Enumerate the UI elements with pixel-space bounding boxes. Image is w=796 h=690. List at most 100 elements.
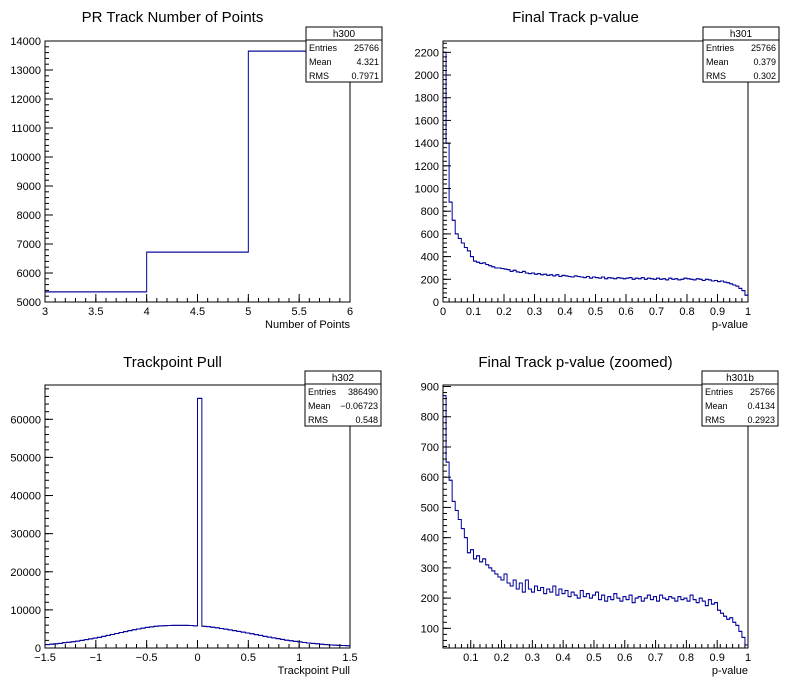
histogram-series <box>45 50 350 293</box>
stats-key: Entries <box>309 43 338 53</box>
y-tick-label: 200 <box>421 593 439 605</box>
y-tick-label: 1200 <box>415 161 439 173</box>
y-tick-label: 1800 <box>415 93 439 105</box>
x-tick-label: 0.3 <box>527 306 542 318</box>
stats-box: h301 Entries 25766 Mean 0.379 RMS 0.302 <box>702 26 780 83</box>
y-tick-label: 11000 <box>11 123 41 135</box>
chart-title: Final Track p-value <box>512 9 639 26</box>
y-tick-label: 300 <box>421 563 439 575</box>
x-tick-label: 0.4 <box>556 652 571 664</box>
x-tick-label: 0.5 <box>588 306 603 318</box>
y-tick-label: 14000 <box>10 36 41 48</box>
y-axis: 5000 6000 7000 8000 9000 10000 11000 12000 13000… <box>10 36 53 309</box>
x-axis-label: p-value <box>712 665 748 677</box>
x-tick-label: 0.2 <box>494 652 509 664</box>
stats-key: RMS <box>706 71 726 81</box>
x-tick-label: 0.7 <box>648 652 663 664</box>
y-tick-label: 2200 <box>415 47 439 59</box>
y-tick-label: 800 <box>421 412 439 424</box>
y-tick-label: 10000 <box>10 152 41 164</box>
y-tick-label: 9000 <box>17 181 41 193</box>
plot-frame <box>442 40 749 303</box>
y-tick-label: 6000 <box>17 268 41 280</box>
histogram-panel-1: PR Track Number of Points 3 3.5 4 4.5 5 5.5 6Nu… <box>10 9 383 331</box>
x-tick-label: 0.3 <box>525 652 540 664</box>
x-tick-label: 0.1 <box>466 306 481 318</box>
x-tick-label: 0.6 <box>618 306 633 318</box>
histogram-series <box>443 51 748 296</box>
x-tick-label: 0.9 <box>710 306 725 318</box>
stats-value: 25766 <box>354 43 379 53</box>
y-tick-label: 8000 <box>17 210 41 222</box>
x-tick-label: −1 <box>90 652 103 664</box>
stats-value: 25766 <box>751 43 776 53</box>
x-tick-label: 0.5 <box>586 652 601 664</box>
x-tick-label: 0.6 <box>617 652 632 664</box>
x-tick-label: 0.8 <box>679 652 694 664</box>
x-tick-label: 0.4 <box>557 306 572 318</box>
y-tick-label: 600 <box>421 472 439 484</box>
histogram-panel-2: Final Track p-value 0 0.1 0.2 0.3 0.4 0.5 0.6 0.… <box>415 9 780 331</box>
y-tick-label: 0 <box>433 297 439 309</box>
y-tick-label: 30000 <box>10 529 41 541</box>
x-tick-label: 0.5 <box>241 652 256 664</box>
stats-name: h301 <box>730 29 753 40</box>
stats-box-frame <box>701 370 779 427</box>
stats-value: 0.548 <box>355 415 378 425</box>
chart-title: PR Track Number of Points <box>82 9 264 26</box>
histogram-panel-3: Trackpoint Pull−1.5 −1 −0.5 0 0.5 1 1.5Trackpo… <box>10 354 382 677</box>
stats-value: 0.379 <box>753 57 776 67</box>
y-tick-label: 900 <box>421 382 439 394</box>
stats-key: Mean <box>309 57 332 67</box>
x-tick-label: 3 <box>42 306 48 318</box>
y-tick-label: 10000 <box>10 605 41 617</box>
plot-frame <box>44 40 351 303</box>
x-tick-label: 1 <box>745 306 751 318</box>
y-tick-label: 1600 <box>415 115 439 127</box>
x-tick-label: −0.5 <box>136 652 158 664</box>
stats-name: h301b <box>726 373 754 384</box>
stats-value: 0.2923 <box>747 415 775 425</box>
chart-title: Trackpoint Pull <box>123 354 222 371</box>
stats-key: Mean <box>308 401 331 411</box>
y-tick-label: 50000 <box>10 452 41 464</box>
y-tick-label: 20000 <box>10 567 41 579</box>
y-tick-label: 100 <box>421 623 439 635</box>
x-tick-label: 0 <box>440 306 446 318</box>
x-tick-label: 0.1 <box>463 652 478 664</box>
y-axis: 0 200 400 600 800 1000 1200 1400 1600 1800 2000 220… <box>415 42 451 309</box>
stats-box-frame <box>304 370 382 427</box>
x-tick-label: 1 <box>745 652 751 664</box>
histogram-line <box>45 397 350 647</box>
histogram-series <box>45 397 350 647</box>
y-tick-label: 1000 <box>415 184 439 196</box>
x-tick-label: 4.5 <box>190 306 205 318</box>
y-tick-label: 400 <box>421 533 439 545</box>
x-axis: 0 0.1 0.2 0.3 0.4 0.5 0.6 0.7 0.8 0.9 1p-value <box>440 294 751 331</box>
y-axis: 0 10000 20000 30000 40000 50000 60000 <box>10 388 53 655</box>
y-tick-label: 200 <box>421 274 439 286</box>
stats-box: h301b Entries 25766 Mean 0.4134 RMS 0.2923 <box>701 370 779 427</box>
stats-value: 0.4134 <box>747 401 775 411</box>
stats-value: 0.7971 <box>351 71 379 81</box>
histogram-series <box>443 395 748 646</box>
y-tick-label: 60000 <box>10 414 41 426</box>
y-tick-label: 600 <box>421 229 439 241</box>
stats-name: h300 <box>333 29 356 40</box>
chart-title: Final Track p-value (zoomed) <box>478 354 672 371</box>
x-tick-label: 4 <box>144 306 150 318</box>
stats-key: Entries <box>308 387 337 397</box>
y-tick-label: 700 <box>421 442 439 454</box>
y-tick-label: 500 <box>421 502 439 514</box>
x-tick-label: 0.9 <box>710 652 725 664</box>
y-tick-label: 1400 <box>415 138 439 150</box>
y-tick-label: 12000 <box>10 94 41 106</box>
histogram-line <box>443 395 748 646</box>
stats-key: RMS <box>309 71 329 81</box>
x-axis: 0.1 0.2 0.3 0.4 0.5 0.6 0.7 0.8 0.9 1p-value <box>442 640 751 677</box>
stats-key: RMS <box>705 415 725 425</box>
stats-box-frame <box>702 26 780 83</box>
stats-box: h300 Entries 25766 Mean 4.321 RMS 0.7971 <box>305 26 383 83</box>
